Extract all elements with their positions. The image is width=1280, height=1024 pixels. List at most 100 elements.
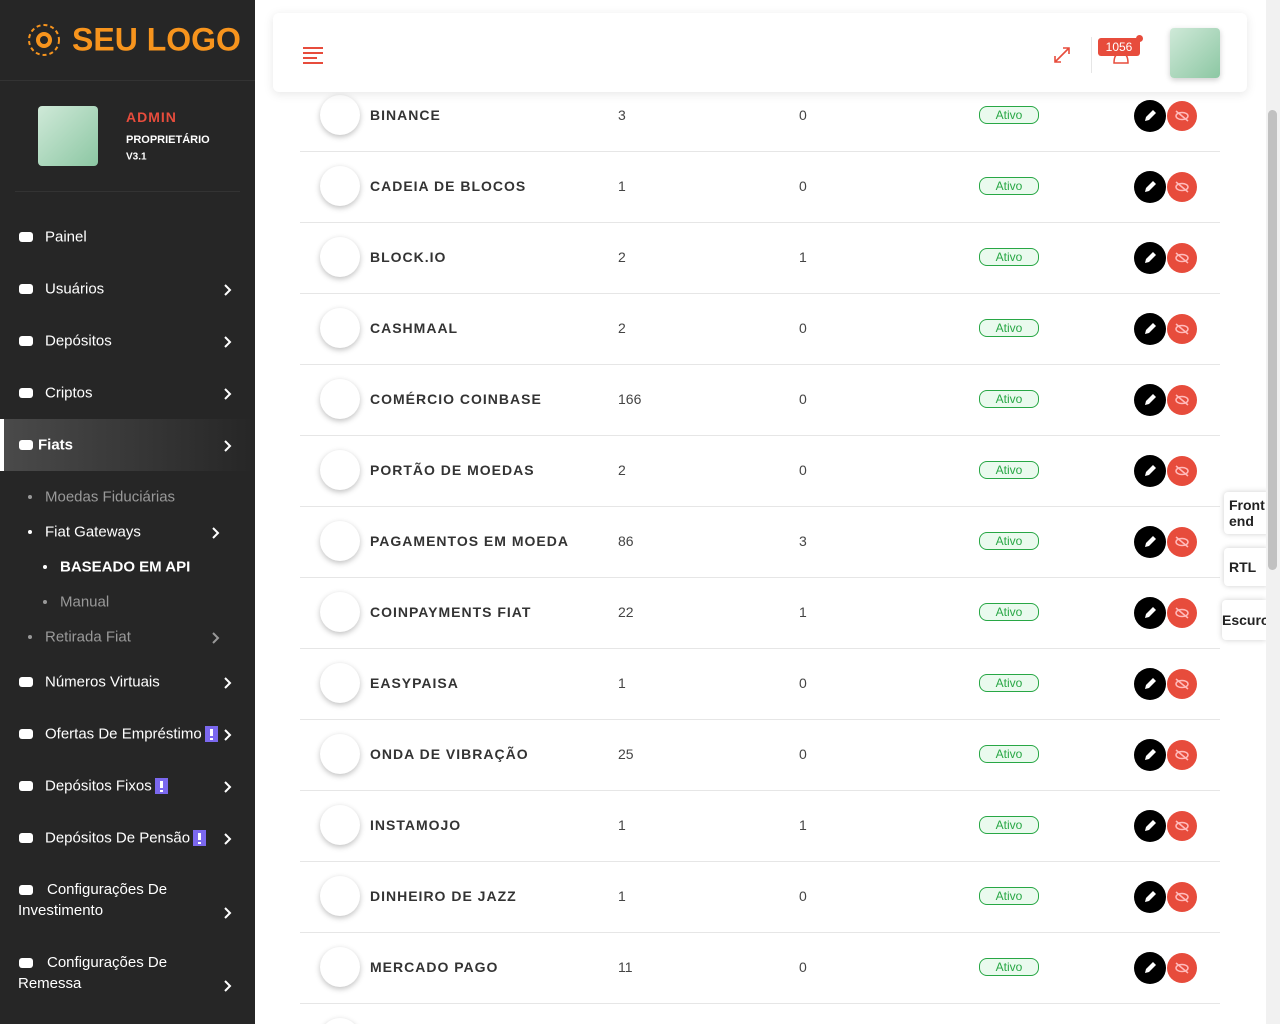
menu-icon-svg	[19, 284, 33, 294]
gateway-name: BINANCE	[370, 107, 441, 123]
edit-button[interactable]	[1134, 384, 1166, 421]
gateway-logo	[320, 734, 360, 774]
hide-button[interactable]	[1167, 882, 1197, 917]
divider	[1091, 37, 1092, 73]
edit-button[interactable]	[1134, 952, 1166, 989]
hide-button[interactable]	[1167, 811, 1197, 846]
menu-item[interactable]: Usuários	[45, 280, 105, 298]
edit-button[interactable]	[1134, 171, 1166, 208]
cell-count: 2	[618, 462, 626, 478]
cell-count: 0	[799, 888, 807, 904]
row-divider	[300, 364, 1220, 365]
edit-button[interactable]	[1134, 526, 1166, 563]
chevron-svg	[224, 980, 232, 992]
edit-button[interactable]	[1134, 881, 1166, 918]
cell-count: 0	[799, 320, 807, 336]
active-bg	[0, 419, 255, 471]
edit-button[interactable]	[1134, 739, 1166, 776]
gateway-name: EASYPAISA	[370, 675, 459, 691]
hide-button-svg	[1167, 669, 1197, 699]
menu-item[interactable]: Configurações De Remessa	[18, 954, 168, 992]
hide-button[interactable]	[1167, 669, 1197, 704]
menu-item[interactable]: Depósitos Fixos	[45, 777, 152, 795]
user-avatar[interactable]	[1170, 28, 1220, 78]
hide-button[interactable]	[1167, 172, 1197, 207]
row-divider	[300, 293, 1220, 294]
edit-button[interactable]	[1134, 313, 1166, 350]
gateway-logo	[320, 237, 360, 277]
edit-button-svg	[1134, 100, 1166, 132]
row-divider	[300, 222, 1220, 223]
status-badge: Ativo	[979, 745, 1039, 763]
hide-button-svg	[1167, 101, 1197, 131]
hide-button[interactable]	[1167, 385, 1197, 420]
gateway-logo	[320, 592, 360, 632]
submenu-item[interactable]: BASEADO EM API	[60, 558, 191, 576]
chevron	[223, 832, 233, 850]
side-tab[interactable]: Escuro	[1222, 600, 1266, 640]
hide-button[interactable]	[1167, 314, 1197, 349]
chevron-svg	[224, 729, 232, 741]
menu-item[interactable]: Fiats	[38, 436, 74, 454]
scrollbar-thumb[interactable]	[1268, 110, 1277, 570]
row-divider	[300, 932, 1220, 933]
menu-icon	[18, 281, 34, 302]
cell-count: 11	[618, 959, 633, 975]
row-divider	[300, 648, 1220, 649]
edit-button-svg	[1134, 526, 1166, 558]
cell-count: 1	[618, 817, 626, 833]
status-badge: Ativo	[979, 248, 1039, 266]
submenu-item[interactable]: Manual	[60, 593, 110, 611]
edit-button[interactable]	[1134, 242, 1166, 279]
menu-item[interactable]: Depósitos De Pensão	[45, 829, 191, 847]
menu-icon-svg	[19, 440, 33, 450]
divider	[15, 191, 240, 192]
hide-button[interactable]	[1167, 527, 1197, 562]
chevron-svg	[224, 440, 232, 452]
menu-item[interactable]: Painel	[45, 228, 87, 246]
new-badge	[154, 778, 168, 799]
hide-button-svg	[1167, 243, 1197, 273]
cell-count: 0	[799, 959, 807, 975]
side-tab[interactable]: RTL	[1224, 548, 1268, 586]
hide-button[interactable]	[1167, 101, 1197, 136]
hide-button[interactable]	[1167, 598, 1197, 633]
chevron-svg	[224, 833, 232, 845]
chevron	[211, 526, 221, 544]
menu-item[interactable]: Números Virtuais	[45, 673, 160, 691]
menu-icon-svg	[19, 958, 33, 968]
logo-text: SEU LOGO	[72, 21, 241, 58]
edit-button[interactable]	[1134, 597, 1166, 634]
chevron	[223, 676, 233, 694]
edit-button-svg	[1134, 881, 1166, 913]
logo-area	[0, 0, 255, 81]
chevron-svg	[224, 677, 232, 689]
edit-button[interactable]	[1134, 100, 1166, 137]
edit-button[interactable]	[1134, 810, 1166, 847]
chevron	[223, 979, 233, 997]
fullscreen-button[interactable]	[1053, 46, 1071, 69]
new-badge-svg	[154, 778, 168, 794]
submenu-item[interactable]: Moedas Fiduciárias	[45, 488, 176, 506]
hide-button[interactable]	[1167, 740, 1197, 775]
hide-button[interactable]	[1167, 456, 1197, 491]
menu-item[interactable]: Configurações De Investimento	[18, 881, 168, 919]
hide-button[interactable]	[1167, 243, 1197, 278]
edit-button[interactable]	[1134, 455, 1166, 492]
cell-count: 1	[799, 249, 807, 265]
hide-button-svg	[1167, 882, 1197, 912]
menu-item[interactable]: Ofertas De Empréstimo	[45, 725, 202, 743]
menu-item[interactable]: Depósitos	[45, 332, 112, 350]
hide-button[interactable]	[1167, 953, 1197, 988]
submenu-item[interactable]: Retirada Fiat	[45, 628, 131, 646]
edit-button[interactable]	[1134, 668, 1166, 705]
side-tab[interactable]: Front end	[1224, 492, 1269, 534]
hide-button-svg	[1167, 740, 1197, 770]
status-badge: Ativo	[979, 532, 1039, 550]
menu-icon	[18, 333, 34, 354]
menu-item[interactable]: Criptos	[45, 384, 93, 402]
cell-count: 0	[799, 675, 807, 691]
submenu-item[interactable]: Fiat Gateways	[45, 523, 141, 541]
menu-toggle[interactable]	[303, 47, 323, 69]
